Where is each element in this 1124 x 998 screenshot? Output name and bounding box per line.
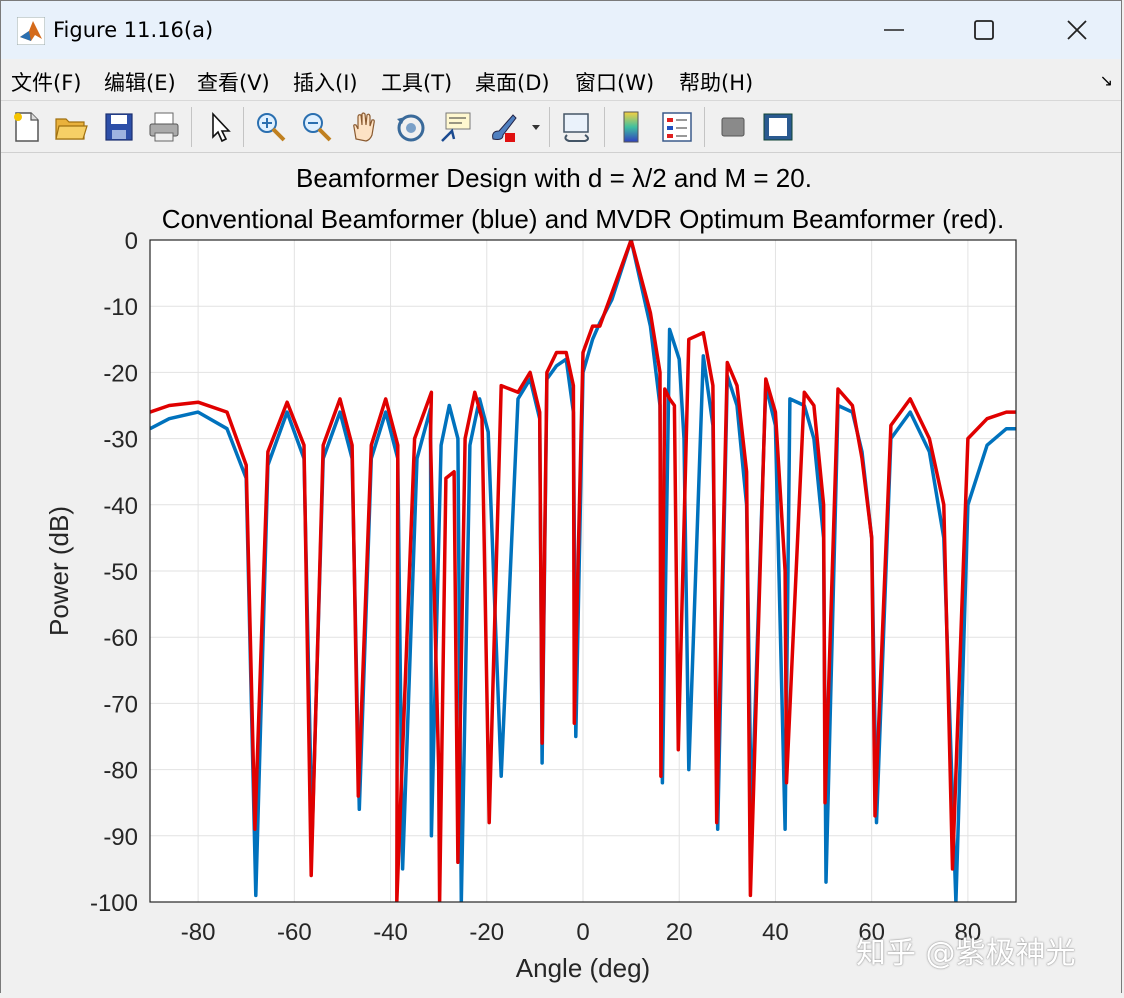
menu-insert[interactable]: 插入(I) (293, 71, 358, 95)
toolbar-separator (191, 107, 192, 147)
brush-icon[interactable] (485, 109, 521, 145)
y-tick-label: -50 (103, 559, 138, 586)
print-icon[interactable] (146, 109, 182, 145)
close-icon (1067, 20, 1087, 40)
toolbar-separator (604, 107, 605, 147)
figure-canvas: Beamformer Design with d = λ/2 and M = 2… (1, 153, 1121, 994)
y-axis-label: Power (dB) (44, 506, 74, 636)
y-tick-label: -100 (90, 890, 138, 917)
minimize-icon (884, 29, 904, 31)
x-tick-labels: -80 -60 -40 -20 0 20 40 60 80 (181, 919, 981, 946)
y-tick-label: -10 (103, 294, 138, 321)
chart-subtitle: Conventional Beamformer (blue) and MVDR … (162, 204, 1004, 234)
matlab-icon (17, 17, 45, 45)
y-tick-label: -40 (103, 493, 138, 520)
pan-icon[interactable] (346, 109, 382, 145)
figure-toolbar (1, 101, 1121, 153)
menu-desktop[interactable]: 桌面(D) (475, 71, 550, 95)
data-cursor-icon[interactable] (438, 109, 474, 145)
y-tick-label: -90 (103, 824, 138, 851)
y-tick-label: -60 (103, 625, 138, 652)
maximize-icon (974, 20, 994, 40)
dock-arrow-icon[interactable]: ↘ (1099, 71, 1113, 90)
link-plot-icon[interactable] (559, 109, 595, 145)
watermark: 知乎 @紫极神光 (856, 936, 1076, 971)
x-tick-label: 60 (858, 919, 885, 946)
x-axis-label: Angle (deg) (516, 953, 650, 983)
maximize-button[interactable] (938, 1, 1030, 59)
title-bar[interactable]: Figure 11.16(a) (1, 1, 1121, 59)
show-plot-tools-icon[interactable] (760, 109, 796, 145)
y-tick-label: -20 (103, 360, 138, 387)
window-title: Figure 11.16(a) (53, 18, 214, 42)
legend-icon[interactable] (659, 109, 695, 145)
pointer-icon[interactable] (202, 109, 238, 145)
y-tick-label: -30 (103, 427, 138, 454)
series-lines (150, 240, 1016, 902)
y-tick-label: -80 (103, 758, 138, 785)
toolbar-separator (243, 107, 244, 147)
menu-edit[interactable]: 编辑(E) (104, 71, 176, 95)
x-tick-label: 20 (666, 919, 693, 946)
plot-border (149, 239, 1017, 903)
menu-bar: 文件(F) 编辑(E) 查看(V) 插入(I) 工具(T) 桌面(D) 窗口(W… (1, 59, 1121, 101)
chart-title: Beamformer Design with d = λ/2 and M = 2… (296, 163, 812, 193)
minimize-button[interactable] (848, 1, 940, 59)
zoom-out-icon[interactable] (299, 109, 335, 145)
x-tick-label: -80 (181, 919, 216, 946)
close-button[interactable] (1031, 1, 1123, 59)
open-file-icon[interactable] (53, 109, 89, 145)
mvdr-beamformer-line (150, 240, 1016, 902)
menu-help[interactable]: 帮助(H) (679, 71, 754, 95)
rotate-3d-icon[interactable] (393, 109, 429, 145)
menu-view[interactable]: 查看(V) (197, 71, 270, 95)
menu-file[interactable]: 文件(F) (11, 71, 82, 95)
new-figure-icon[interactable] (9, 109, 45, 145)
x-tick-label: 0 (576, 919, 589, 946)
beampattern-chart: Beamformer Design with d = λ/2 and M = 2… (44, 163, 1017, 983)
toolbar-separator (704, 107, 705, 147)
save-icon[interactable] (101, 109, 137, 145)
colorbar-icon[interactable] (613, 109, 649, 145)
x-tick-label: 80 (955, 919, 982, 946)
x-tick-label: -20 (469, 919, 504, 946)
x-tick-label: -40 (373, 919, 408, 946)
toolbar-separator (549, 107, 550, 147)
brush-dropdown-icon[interactable] (529, 109, 543, 145)
zoom-in-icon[interactable] (253, 109, 289, 145)
y-tick-label: -70 (103, 691, 138, 718)
menu-window[interactable]: 窗口(W) (575, 71, 655, 95)
menu-tools[interactable]: 工具(T) (381, 71, 453, 95)
hide-plot-tools-icon[interactable] (715, 109, 751, 145)
y-tick-labels: 0 -10 -20 -30 -40 -50 -60 -70 -80 -90 -100 (90, 228, 138, 917)
y-tick-label: 0 (125, 228, 138, 255)
x-tick-label: -60 (277, 919, 312, 946)
x-tick-label: 40 (762, 919, 789, 946)
